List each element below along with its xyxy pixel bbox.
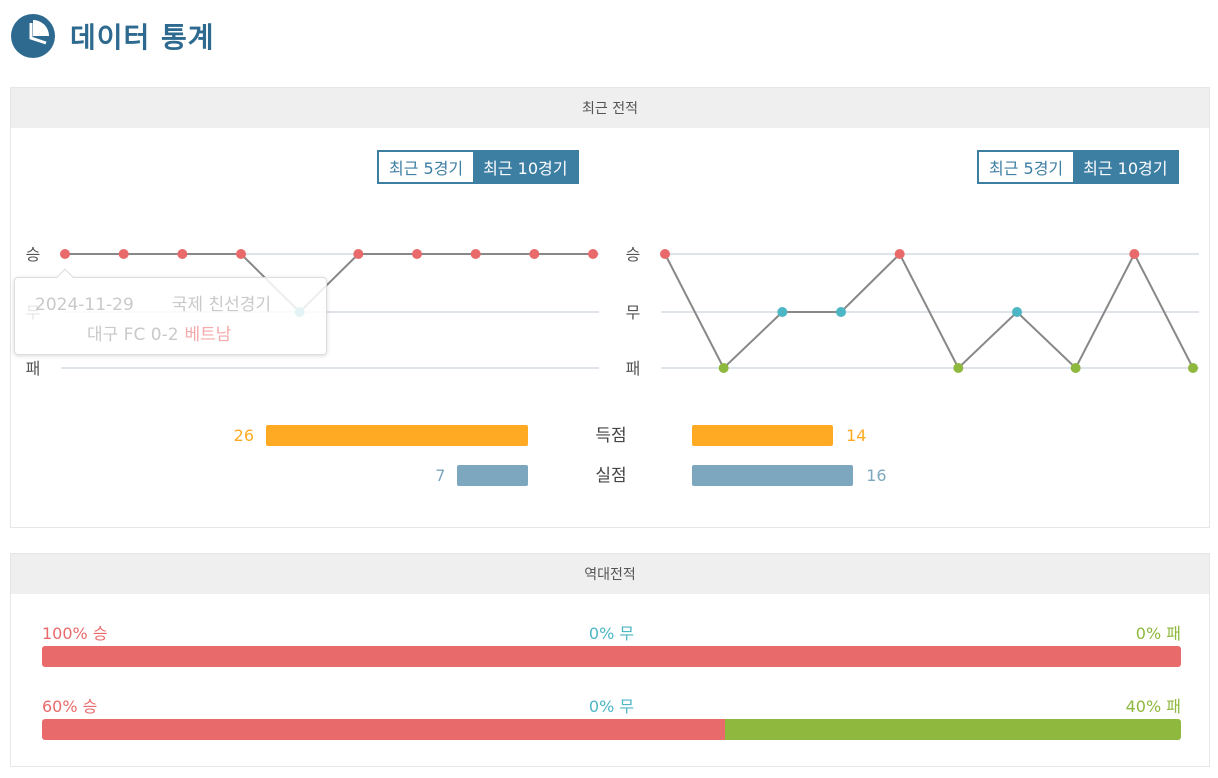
left-scored-value: 26	[233, 426, 254, 445]
h2h-row-1-loss-label: 0% 패	[1135, 624, 1181, 643]
tooltip-competition: 국제 친선경기	[171, 295, 272, 315]
conceded-label: 실점	[595, 466, 627, 486]
right-form-point-2[interactable]	[718, 363, 729, 373]
left-axis-label-win: 승	[26, 245, 41, 264]
left-conceded-bar	[457, 465, 528, 486]
h2h-row-1: 100% 승 0% 무 0% 패	[42, 620, 1181, 667]
right-form-point-8[interactable]	[1070, 363, 1081, 373]
left-form-point-3[interactable]	[177, 249, 188, 259]
right-form-point-7[interactable]	[1012, 307, 1022, 317]
right-last-10-button[interactable]: 최근 10경기	[1073, 152, 1178, 182]
head-to-head-panel: 역대전적 100% 승 0% 무 0% 패 60% 승 0% 무 40% 패	[10, 553, 1210, 767]
left-match-count-toggle: 최근 5경기 최근 10경기	[377, 150, 580, 184]
h2h-row-2-loss-segment	[725, 719, 1181, 740]
h2h-row-2-draw-label: 0% 무	[588, 697, 635, 716]
right-form-point-10[interactable]	[1188, 363, 1198, 373]
goals-scored-row: 26 득점 14	[11, 425, 1211, 447]
left-axis-label-loss: 패	[26, 359, 41, 378]
right-axis-label-loss: 패	[626, 359, 641, 378]
left-form-point-9[interactable]	[529, 249, 540, 259]
tooltip-home-team: 대구 FC	[87, 325, 146, 345]
h2h-row-2: 60% 승 0% 무 40% 패	[42, 693, 1181, 740]
right-match-count-toggle: 최근 5경기 최근 10경기	[977, 150, 1180, 184]
left-scored-bar	[266, 425, 528, 446]
left-form-point-8[interactable]	[470, 249, 481, 259]
recent-form-panel: 최근 전적 최근 5경기 최근 10경기 최근 5경기 최근 10경기 승무패 승…	[10, 87, 1210, 528]
h2h-row-2-bar	[42, 719, 1181, 740]
left-last-5-button[interactable]: 최근 5경기	[379, 152, 474, 182]
right-form-point-6[interactable]	[953, 363, 964, 373]
right-conceded-bar	[692, 465, 854, 486]
right-axis-label-win: 승	[626, 245, 641, 264]
right-form-line	[664, 251, 1194, 370]
recent-form-header: 최근 전적	[11, 88, 1209, 128]
right-conceded-value: 16	[866, 466, 887, 485]
left-form-line	[65, 253, 593, 314]
page-title: 데이터 통계	[70, 21, 215, 54]
right-form-point-5[interactable]	[894, 249, 905, 259]
right-form-point-9[interactable]	[1129, 249, 1140, 259]
tooltip-away-team: 베트남	[184, 325, 232, 345]
h2h-row-2-win-segment	[42, 719, 726, 740]
right-scored-bar	[692, 425, 834, 446]
right-form-point-4[interactable]	[836, 307, 846, 317]
left-conceded-value: 7	[435, 466, 446, 485]
right-form-point-3[interactable]	[777, 307, 788, 317]
left-last-10-button[interactable]: 최근 10경기	[473, 152, 578, 182]
tooltip-score: 0-2	[150, 325, 179, 345]
tooltip-date: 2024-11-29	[35, 295, 134, 315]
left-form-point-7[interactable]	[412, 249, 422, 259]
match-tooltip: 2024-11-29 국제 친선경기 대구 FC 0-2 베트남	[14, 268, 327, 355]
right-last-5-button[interactable]: 최근 5경기	[979, 152, 1074, 182]
left-form-point-2[interactable]	[118, 249, 129, 259]
goals-conceded-row: 7 실점 16	[11, 465, 1211, 487]
left-form-point-4[interactable]	[236, 249, 246, 259]
left-form-point-6[interactable]	[353, 249, 364, 259]
pie-chart-icon	[11, 14, 55, 58]
h2h-row-2-loss-label: 40% 패	[1125, 697, 1181, 716]
right-axis-label-draw: 무	[626, 303, 641, 322]
right-form-point-1[interactable]	[660, 249, 670, 259]
page-header: 데이터 통계	[10, 12, 215, 60]
right-scored-value: 14	[846, 426, 867, 445]
head-to-head-header: 역대전적	[11, 554, 1209, 594]
h2h-row-1-bar	[42, 646, 1181, 667]
h2h-row-2-win-label: 60% 승	[42, 697, 98, 716]
left-form-point-10[interactable]	[588, 249, 598, 259]
h2h-row-1-draw-label: 0% 무	[588, 624, 635, 643]
h2h-row-1-win-segment	[42, 646, 1181, 667]
h2h-row-1-win-label: 100% 승	[42, 624, 108, 643]
left-form-point-1[interactable]	[60, 249, 70, 259]
scored-label: 득점	[595, 426, 627, 446]
